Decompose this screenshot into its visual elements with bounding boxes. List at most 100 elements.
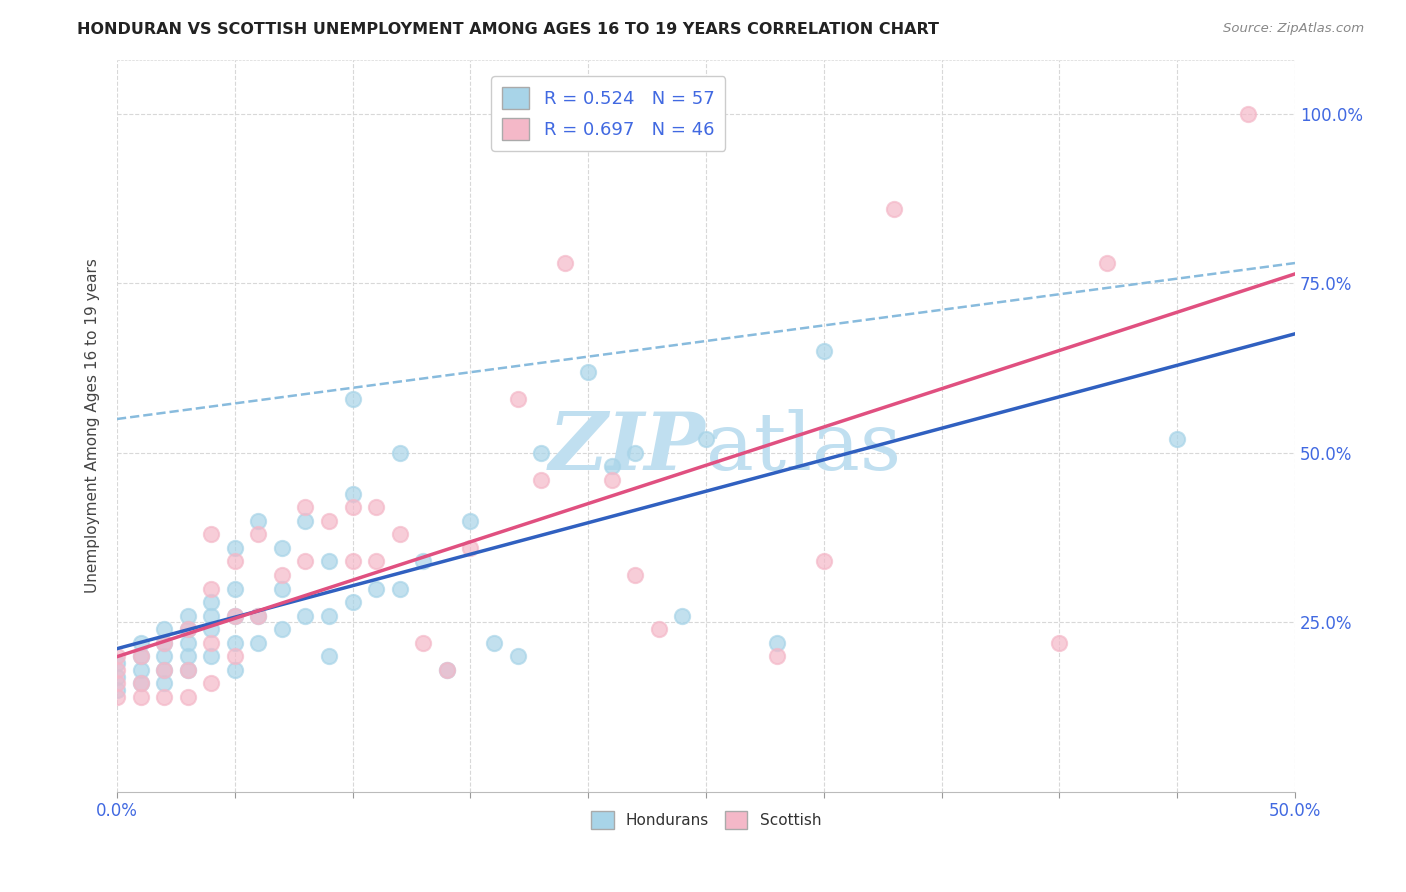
Point [671, 608, 693, 623]
Point [105, 663, 128, 677]
Point [342, 486, 364, 500]
Point [506, 392, 529, 406]
Point [436, 663, 458, 677]
Point [883, 202, 905, 216]
Point [624, 446, 647, 460]
Point [247, 514, 270, 528]
Point [294, 554, 316, 568]
Point [366, 582, 388, 596]
Point [506, 649, 529, 664]
Point [224, 608, 246, 623]
Point [176, 636, 198, 650]
Point [530, 473, 553, 487]
Point [813, 344, 835, 359]
Point [105, 683, 128, 698]
Point [200, 582, 222, 596]
Y-axis label: Unemployment Among Ages 16 to 19 years: Unemployment Among Ages 16 to 19 years [86, 259, 100, 593]
Point [129, 676, 152, 690]
Point [129, 676, 152, 690]
Point [224, 636, 246, 650]
Point [200, 608, 222, 623]
Point [200, 636, 222, 650]
Point [129, 649, 152, 664]
Point [460, 541, 482, 555]
Point [224, 649, 246, 664]
Point [247, 636, 270, 650]
Point [412, 554, 434, 568]
Point [695, 433, 717, 447]
Point [153, 622, 176, 636]
Point [460, 514, 482, 528]
Point [105, 676, 128, 690]
Point [1237, 107, 1260, 121]
Legend: Hondurans, Scottish: Hondurans, Scottish [585, 805, 827, 836]
Point [270, 622, 292, 636]
Point [129, 663, 152, 677]
Point [366, 500, 388, 515]
Point [200, 622, 222, 636]
Point [105, 670, 128, 684]
Point [105, 690, 128, 704]
Point [388, 527, 411, 541]
Point [318, 554, 340, 568]
Point [105, 649, 128, 664]
Point [176, 663, 198, 677]
Point [436, 663, 458, 677]
Point [200, 595, 222, 609]
Point [624, 568, 647, 582]
Point [176, 622, 198, 636]
Point [388, 446, 411, 460]
Point [412, 636, 434, 650]
Point [129, 690, 152, 704]
Point [270, 568, 292, 582]
Point [270, 582, 292, 596]
Point [270, 541, 292, 555]
Point [576, 365, 599, 379]
Point [765, 649, 787, 664]
Point [366, 554, 388, 568]
Point [200, 676, 222, 690]
Point [600, 473, 623, 487]
Point [129, 636, 152, 650]
Point [129, 649, 152, 664]
Point [224, 663, 246, 677]
Point [318, 649, 340, 664]
Point [224, 541, 246, 555]
Point [153, 690, 176, 704]
Point [224, 582, 246, 596]
Point [342, 500, 364, 515]
Point [153, 636, 176, 650]
Point [294, 500, 316, 515]
Point [200, 649, 222, 664]
Point [176, 622, 198, 636]
Point [176, 663, 198, 677]
Point [176, 649, 198, 664]
Text: atlas: atlas [706, 409, 901, 487]
Point [176, 690, 198, 704]
Point [1047, 636, 1070, 650]
Point [1095, 256, 1118, 270]
Point [765, 636, 787, 650]
Text: HONDURAN VS SCOTTISH UNEMPLOYMENT AMONG AGES 16 TO 19 YEARS CORRELATION CHART: HONDURAN VS SCOTTISH UNEMPLOYMENT AMONG … [77, 22, 939, 37]
Point [388, 582, 411, 596]
Point [554, 256, 576, 270]
Point [342, 392, 364, 406]
Point [530, 446, 553, 460]
Point [247, 608, 270, 623]
Point [648, 622, 671, 636]
Point [342, 595, 364, 609]
Point [247, 608, 270, 623]
Point [200, 527, 222, 541]
Point [224, 608, 246, 623]
Point [153, 649, 176, 664]
Point [105, 656, 128, 670]
Point [1166, 433, 1188, 447]
Point [813, 554, 835, 568]
Point [176, 608, 198, 623]
Point [224, 554, 246, 568]
Point [153, 676, 176, 690]
Point [482, 636, 505, 650]
Point [294, 608, 316, 623]
Text: Source: ZipAtlas.com: Source: ZipAtlas.com [1223, 22, 1364, 36]
Point [153, 636, 176, 650]
